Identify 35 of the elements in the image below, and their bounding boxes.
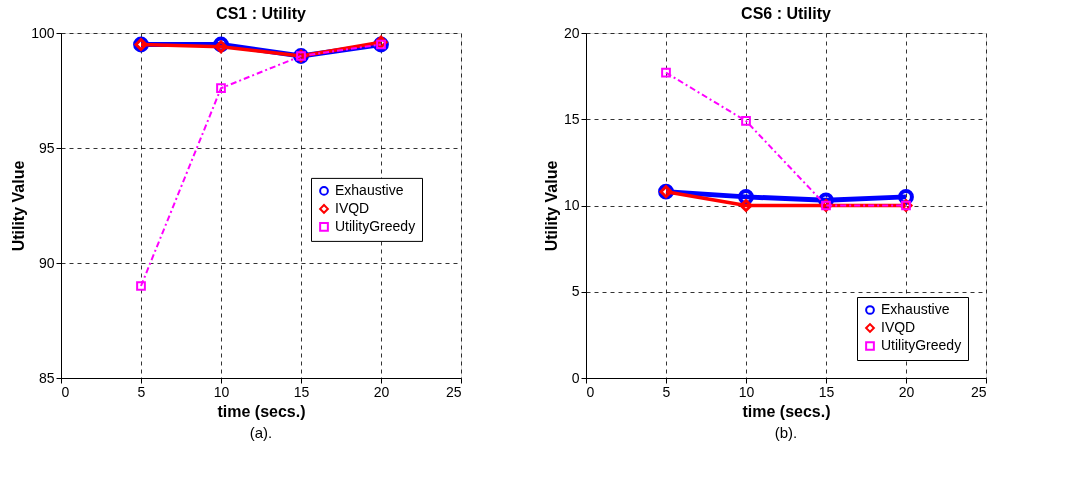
y-axis-title: Utility Value	[10, 160, 28, 252]
legend-label: IVQD	[881, 319, 916, 335]
y-tick-label: 15	[563, 110, 580, 127]
x-tick-label: 15	[818, 383, 835, 400]
y-tick-label: 0	[571, 369, 580, 386]
legend-label: UtilityGreedy	[335, 217, 416, 234]
x-axis-title: time (secs.)	[742, 402, 831, 420]
x-tick-label: 10	[738, 383, 755, 400]
y-tick-label: 100	[31, 24, 55, 41]
x-tick-label: 0	[586, 383, 595, 400]
y-axis-title: Utility Value	[542, 160, 560, 252]
x-tick-label: 5	[662, 383, 671, 400]
x-tick-label: 0	[61, 383, 70, 400]
x-tick-label: 15	[293, 383, 310, 400]
legend-label: IVQD	[335, 199, 370, 216]
legend-label: Exhaustive	[881, 301, 950, 317]
y-tick-label: 85	[38, 369, 55, 386]
y-tick-label: 20	[563, 24, 580, 41]
y-tick-label: 95	[38, 139, 55, 156]
x-tick-label: 5	[137, 383, 146, 400]
chart-title: CS1 : Utility	[216, 5, 306, 22]
text: (a).	[249, 424, 273, 441]
y-tick-label: 90	[38, 254, 55, 271]
legend-label: Exhaustive	[335, 181, 404, 198]
x-tick-label: 25	[970, 383, 987, 400]
chart-title: CS6 : Utility	[741, 5, 831, 22]
y-tick-label: 10	[563, 197, 580, 213]
y-tick-label: 5	[571, 283, 580, 300]
x-tick-label: 10	[213, 383, 230, 400]
legend-label: UtilityGreedy	[881, 337, 962, 353]
x-axis-title: time (secs.)	[217, 402, 306, 420]
x-tick-label: 20	[898, 383, 915, 400]
x-tick-label: 20	[373, 383, 390, 400]
text: (b).	[774, 424, 798, 441]
x-tick-label: 25	[445, 383, 462, 400]
